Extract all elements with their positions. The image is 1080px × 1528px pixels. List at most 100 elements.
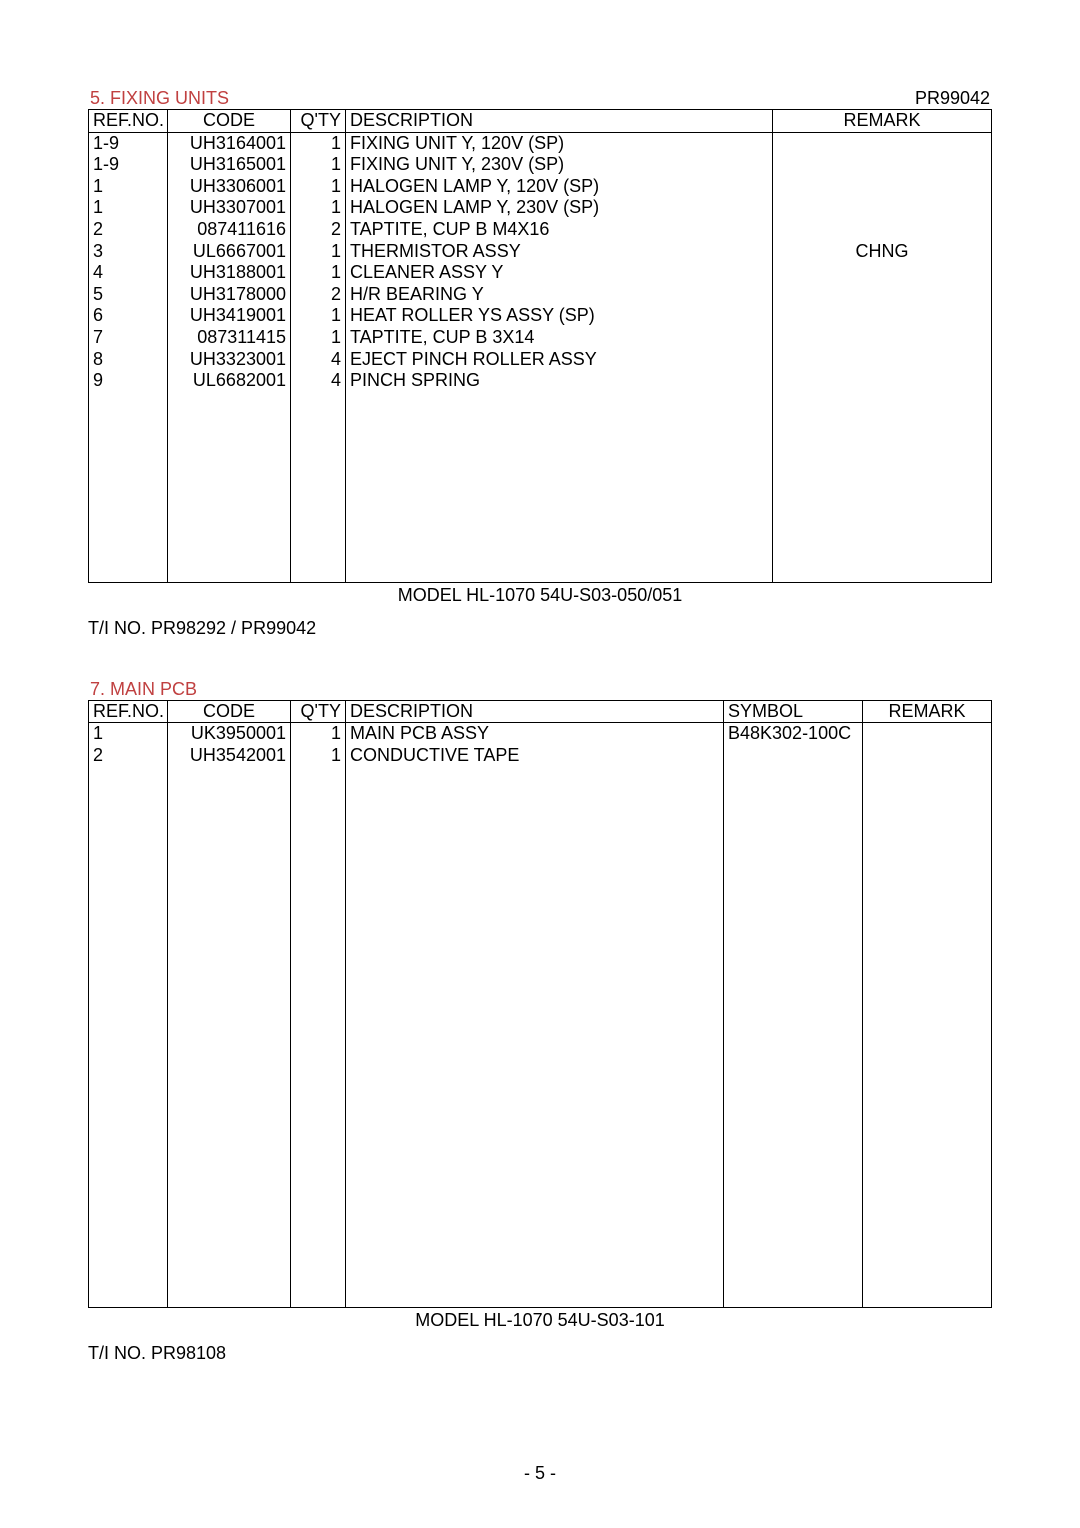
cell-desc: TAPTITE, CUP B 3X14 <box>346 327 773 349</box>
col-header-desc: DESCRIPTION <box>346 700 724 723</box>
cell-remk: CHNG <box>773 241 992 263</box>
cell-qty: 1 <box>291 154 346 176</box>
cell-code: 087411616 <box>168 219 291 241</box>
cell-code: UL6682001 <box>168 370 291 392</box>
filler-cell <box>89 767 168 1308</box>
cell-ref: 4 <box>89 262 168 284</box>
section1-header: 5. FIXING UNITS PR99042 <box>88 88 992 109</box>
cell-ref: 1 <box>89 723 168 745</box>
table-row: 6UH34190011HEAT ROLLER YS ASSY (SP) <box>89 305 992 327</box>
cell-qty: 1 <box>291 327 346 349</box>
cell-remk <box>773 132 992 154</box>
cell-qty: 1 <box>291 305 346 327</box>
cell-desc: CONDUCTIVE TAPE <box>346 745 724 767</box>
filler-cell <box>291 392 346 583</box>
col-header-qty: Q'TY <box>291 110 346 133</box>
cell-remk <box>773 349 992 371</box>
col-header-sym: SYMBOL <box>724 700 863 723</box>
table-filler-row <box>89 392 992 583</box>
table-main-pcb: REF.NO. CODE Q'TY DESCRIPTION SYMBOL REM… <box>88 700 992 1308</box>
table-row: 1UH33060011HALOGEN LAMP Y, 120V (SP) <box>89 176 992 198</box>
section-gap <box>88 639 992 679</box>
cell-desc: THERMISTOR ASSY <box>346 241 773 263</box>
col-header-remk: REMARK <box>773 110 992 133</box>
cell-ref: 9 <box>89 370 168 392</box>
table-row: 1UK39500011MAIN PCB ASSYB48K302-100C <box>89 723 992 745</box>
section1-model: MODEL HL-1070 54U-S03-050/051 <box>88 585 992 606</box>
cell-sym: B48K302-100C <box>724 723 863 745</box>
cell-qty: 1 <box>291 176 346 198</box>
table-row: 8UH33230014EJECT PINCH ROLLER ASSY <box>89 349 992 371</box>
cell-code: UH3306001 <box>168 176 291 198</box>
cell-ref: 1 <box>89 176 168 198</box>
page-number: - 5 - <box>0 1463 1080 1484</box>
table-row: 3UL66670011THERMISTOR ASSYCHNG <box>89 241 992 263</box>
cell-desc: PINCH SPRING <box>346 370 773 392</box>
cell-desc: EJECT PINCH ROLLER ASSY <box>346 349 773 371</box>
cell-remk <box>863 745 992 767</box>
cell-code: UH3419001 <box>168 305 291 327</box>
col-header-desc: DESCRIPTION <box>346 110 773 133</box>
cell-ref: 6 <box>89 305 168 327</box>
cell-code: UH3164001 <box>168 132 291 154</box>
filler-cell <box>89 392 168 583</box>
table-row: 70873114151TAPTITE, CUP B 3X14 <box>89 327 992 349</box>
col-header-qty: Q'TY <box>291 700 346 723</box>
table-row: 1-9UH31650011FIXING UNIT Y, 230V (SP) <box>89 154 992 176</box>
cell-remk <box>773 219 992 241</box>
cell-remk <box>773 284 992 306</box>
cell-qty: 4 <box>291 370 346 392</box>
cell-ref: 1-9 <box>89 132 168 154</box>
cell-code: UH3323001 <box>168 349 291 371</box>
cell-code: UK3950001 <box>168 723 291 745</box>
filler-cell <box>724 767 863 1308</box>
section2-title: 7. MAIN PCB <box>90 679 197 700</box>
col-header-code: CODE <box>168 700 291 723</box>
cell-remk <box>773 197 992 219</box>
cell-code: 087311415 <box>168 327 291 349</box>
cell-ref: 7 <box>89 327 168 349</box>
cell-qty: 1 <box>291 197 346 219</box>
col-header-remk: REMARK <box>863 700 992 723</box>
table-filler-row <box>89 767 992 1308</box>
cell-remk <box>773 262 992 284</box>
table-row: 1-9UH31640011FIXING UNIT Y, 120V (SP) <box>89 132 992 154</box>
cell-ref: 2 <box>89 745 168 767</box>
filler-cell <box>291 767 346 1308</box>
cell-remk <box>773 370 992 392</box>
cell-remk <box>863 723 992 745</box>
section1-title: 5. FIXING UNITS <box>90 88 229 109</box>
table-header-row: REF.NO. CODE Q'TY DESCRIPTION SYMBOL REM… <box>89 700 992 723</box>
cell-qty: 1 <box>291 241 346 263</box>
cell-qty: 4 <box>291 349 346 371</box>
cell-qty: 1 <box>291 262 346 284</box>
page: 5. FIXING UNITS PR99042 REF.NO. CODE Q'T… <box>0 0 1080 1528</box>
filler-cell <box>346 392 773 583</box>
table-fixing-units: REF.NO. CODE Q'TY DESCRIPTION REMARK 1-9… <box>88 109 992 583</box>
col-header-code: CODE <box>168 110 291 133</box>
cell-qty: 1 <box>291 132 346 154</box>
cell-qty: 1 <box>291 723 346 745</box>
cell-desc: HALOGEN LAMP Y, 230V (SP) <box>346 197 773 219</box>
cell-code: UH3307001 <box>168 197 291 219</box>
cell-qty: 1 <box>291 745 346 767</box>
filler-cell <box>168 767 291 1308</box>
section2-header: 7. MAIN PCB <box>88 679 992 700</box>
cell-remk <box>773 176 992 198</box>
cell-desc: TAPTITE, CUP B M4X16 <box>346 219 773 241</box>
cell-desc: FIXING UNIT Y, 230V (SP) <box>346 154 773 176</box>
cell-code: UH3542001 <box>168 745 291 767</box>
cell-code: UH3188001 <box>168 262 291 284</box>
table-row: 1UH33070011HALOGEN LAMP Y, 230V (SP) <box>89 197 992 219</box>
table-row: 5UH31780002H/R BEARING Y <box>89 284 992 306</box>
cell-ref: 1 <box>89 197 168 219</box>
cell-desc: HEAT ROLLER YS ASSY (SP) <box>346 305 773 327</box>
section2-ti: T/I NO. PR98108 <box>88 1343 992 1364</box>
table-row: 2UH35420011CONDUCTIVE TAPE <box>89 745 992 767</box>
table-row: 20874116162TAPTITE, CUP B M4X16 <box>89 219 992 241</box>
cell-desc: FIXING UNIT Y, 120V (SP) <box>346 132 773 154</box>
cell-code: UH3165001 <box>168 154 291 176</box>
col-header-ref: REF.NO. <box>89 700 168 723</box>
filler-cell <box>773 392 992 583</box>
filler-cell <box>863 767 992 1308</box>
